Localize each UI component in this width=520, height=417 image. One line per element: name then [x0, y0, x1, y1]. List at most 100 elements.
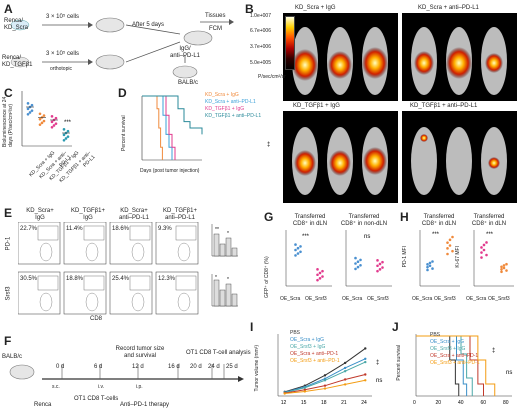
panel-c-dot [40, 121, 44, 125]
tumor-point [323, 384, 327, 387]
panel-c-dot [28, 111, 32, 114]
pd1-pct-1: 22.7% [20, 226, 38, 232]
panel-g-dot [299, 250, 302, 254]
panel-g-xtick-4: OE_Srsf3 [367, 296, 389, 302]
panel-h-dot [500, 270, 503, 274]
panel-g-xtick-2: OE_Srsf3 [305, 296, 327, 302]
panel-j-legend-4: OE_Scra + anti–PD-1 [430, 353, 479, 359]
survival-line-d-4 [142, 95, 203, 135]
panel-c-dot [54, 116, 58, 120]
panel-h-dot [448, 244, 452, 247]
panel-h-dot [480, 246, 483, 249]
timeline-note-2: OT1 CD8 T-cell analysis [186, 350, 251, 356]
imaging-title-2: KD_Scra + anti–PD-L1 [418, 5, 479, 11]
panel-h-dot [485, 241, 488, 244]
panel-c-dot [30, 103, 34, 107]
panel-h-title-1: Transferred CD8⁺ in dLN [421, 214, 457, 227]
pd1-pct-3: 18.6% [112, 226, 130, 232]
scale-tick-3: 3.7e+006 [250, 44, 271, 50]
pd1-pct-2: 11.4% [66, 226, 83, 232]
panel-j-chart: 0 20 40 60 80 ‡ ns [413, 334, 512, 406]
flow-col-3: KD_Scra+ anti–PD-L1 [118, 208, 150, 221]
panel-g-dot [294, 248, 297, 252]
panel-g-dot [318, 277, 322, 280]
tumor-point [323, 374, 327, 377]
route-label: orthotopic [50, 66, 72, 72]
tumor-line-4 [284, 374, 366, 394]
day-0: 0 d [56, 364, 65, 370]
panel-g-dot [316, 273, 319, 277]
mouse-bioluminescence-images [292, 27, 507, 195]
panel-i-sig-2: ns [376, 378, 382, 384]
panel-c-dot [26, 112, 30, 116]
panel-e-bar-charts: *** * * [211, 224, 238, 307]
panel-label-g: G [264, 210, 274, 224]
panel-label-f: F [4, 334, 12, 348]
panel-h-dot [505, 262, 508, 266]
panel-h-dot [485, 253, 488, 257]
dose-label-1: 3 × 10⁵ cells [46, 14, 80, 20]
tumor-point [343, 370, 347, 373]
panel-c-dot [42, 119, 46, 123]
panel-label-i: I [250, 320, 254, 334]
panel-c-dot [64, 137, 68, 140]
route-ip: i.p. [136, 384, 143, 390]
panel-g-dot [376, 264, 379, 268]
panel-i-xtick: 24 [361, 400, 367, 406]
panel-g-dot [359, 258, 362, 262]
panel-j-xtick: 40 [458, 400, 464, 406]
panel-h-dot [502, 266, 506, 270]
panel-g-dot [321, 275, 324, 278]
panel-c-dot [38, 112, 42, 116]
panel-c-ylabel: Bioluminescence at 24 days (P/sec/cm²/sr… [2, 96, 14, 147]
svg-text:***: *** [302, 234, 310, 240]
panel-d-legend-2: KD_Scra + anti–PD-L1 [205, 99, 256, 105]
panel-h-dot [500, 265, 503, 269]
panel-d-legend-3: KD_TGFβ1 + IgG [205, 106, 245, 112]
survival-line-d-1 [142, 95, 163, 160]
panel-g-xtick-3: OE_Scra [342, 296, 363, 302]
panel-g-xtick-1: OE_Scra [280, 296, 301, 302]
panel-label-e: E [4, 206, 13, 220]
panel-c-dot [42, 114, 46, 117]
panel-h-dot [482, 243, 486, 247]
survival-line-j-3 [416, 335, 473, 396]
panel-i-ylabel: Tumor volume (mm³) [254, 345, 260, 392]
day-6: 6 d [94, 364, 103, 370]
tumor-point [343, 378, 347, 381]
flow-col-2: KD_TGFβ1+ IgG [71, 208, 105, 221]
survival-line-j-5 [416, 335, 496, 396]
flow-row-srsf3: Srsf3 [5, 286, 12, 301]
svg-text:*: * [227, 231, 229, 237]
panel-g-dot [376, 269, 379, 273]
panel-g-dot [378, 262, 382, 266]
panel-g-dot [316, 278, 319, 282]
cell-line-scra: Renca/ KD_Scra [4, 18, 29, 31]
panel-label-h: H [400, 210, 409, 224]
svg-text:**: ** [215, 227, 219, 233]
panel-i-legend-4: OE_Scra + anti–PD-1 [290, 351, 339, 357]
panel-h-dot [502, 264, 506, 267]
panel-g-dot [378, 268, 382, 271]
panel-g-dot [354, 256, 357, 260]
scale-tick-4: 5.0e+005 [250, 60, 271, 66]
panel-g-dot [359, 264, 362, 267]
panel-d-xlabel: Days (post tumor injection) [140, 168, 200, 174]
panel-c-dot [50, 125, 54, 129]
day-25: 25 d [226, 364, 238, 370]
panel-f-timeline [9, 364, 244, 382]
panel-j-legend-2: OE_Scra + IgG [430, 339, 465, 345]
panel-h-dot [431, 260, 434, 263]
svg-text:*: * [215, 275, 217, 281]
srsf3-pct-3: 25.4% [112, 276, 130, 282]
panel-label-b: B [245, 2, 254, 16]
day-20: 20 d [190, 364, 202, 370]
panel-j-sig-2: ns [506, 370, 512, 376]
panel-h-xtick-4: OE_Srsf3 [488, 296, 510, 302]
luminescence-scale-bar [285, 16, 295, 70]
mouse-strain-label: BALB/c [178, 80, 199, 86]
panel-i-xtick: 12 [281, 400, 287, 406]
tumor-point [303, 390, 307, 393]
tissues-label: Tissues [205, 13, 226, 19]
pd1-pct-4: 9.3% [158, 226, 172, 232]
